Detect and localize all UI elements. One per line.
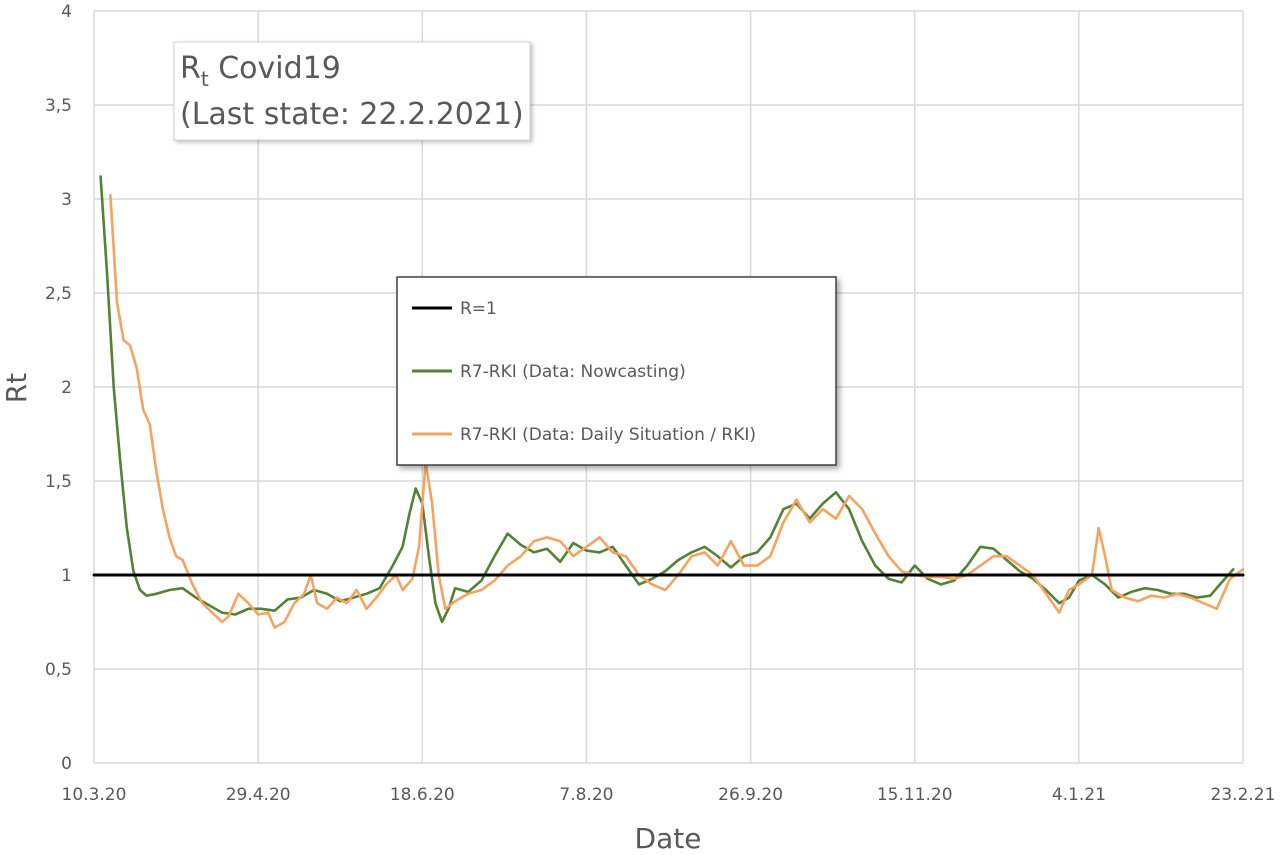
y-tick-label: 2,5 <box>45 284 72 304</box>
legend: R=1 R7-RKI (Data: Nowcasting) R7-RKI (Da… <box>396 276 837 466</box>
y-axis-title: Rt <box>0 373 33 403</box>
series-line-nowcasting <box>99 175 1235 624</box>
y-tick-label: 1 <box>61 566 72 586</box>
y-tick-label: 4 <box>61 2 72 22</box>
y-tick-label: 3,5 <box>45 96 72 116</box>
tick-labels: 0 0,5 1 1,5 2 2,5 3 3,5 4 10.3.20 29.4.20 18.6.20 7.… <box>45 2 1275 805</box>
x-axis-title: Date <box>635 822 702 855</box>
x-tick-label: 4.1.21 <box>1052 785 1106 805</box>
x-tick-label: 23.2.21 <box>1211 785 1276 805</box>
y-tick-label: 2 <box>61 378 72 398</box>
y-tick-label: 0 <box>61 754 72 774</box>
x-tick-label: 29.4.20 <box>226 785 291 805</box>
x-tick-label: 26.9.20 <box>718 785 783 805</box>
x-tick-label: 10.3.20 <box>62 785 127 805</box>
legend-label-nowcasting: R7-RKI (Data: Nowcasting) <box>460 362 686 382</box>
legend-label-daily: R7-RKI (Data: Daily Situation / RKI) <box>460 425 756 445</box>
chart-title-line-2: (Last state: 22.2.2021) <box>180 97 524 132</box>
chart-title-line-1: Rt Covid19 <box>180 51 341 91</box>
y-tick-label: 1,5 <box>45 472 72 492</box>
y-tick-label: 0,5 <box>45 660 72 680</box>
title-box: Rt Covid19 (Last state: 22.2.2021) <box>173 41 531 141</box>
legend-label-r1: R=1 <box>460 299 497 319</box>
y-tick-label: 3 <box>61 190 72 210</box>
series-lines <box>92 175 1245 629</box>
series-line-daily-situation <box>109 193 1245 629</box>
x-tick-label: 18.6.20 <box>390 785 455 805</box>
x-tick-label: 15.11.20 <box>877 785 953 805</box>
x-tick-label: 7.8.20 <box>559 785 613 805</box>
